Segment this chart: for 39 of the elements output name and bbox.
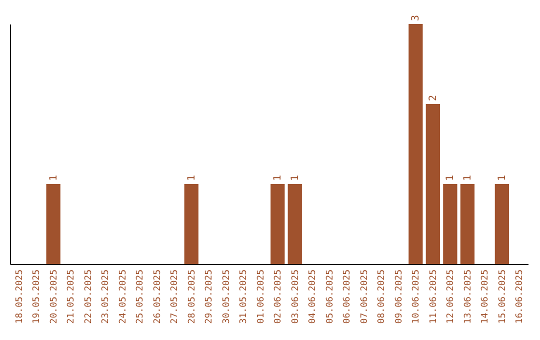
x-tick-label: 02.06.2025 [274,270,284,324]
x-tick-label: 20.05.2025 [49,270,60,324]
data-label: 1 [496,174,508,181]
x-tick-label: 26.05.2025 [152,270,163,324]
x-tick-label: 22.05.2025 [84,270,94,324]
x-tick-label: 03.06.2025 [290,270,301,324]
x-tick-label: 11.06.2025 [428,270,439,324]
x-tick-label: 28.05.2025 [187,270,198,324]
x-tick-label: 27.05.2025 [170,270,180,324]
data-label: 1 [272,174,284,181]
x-tick-label: 23.05.2025 [101,270,112,324]
x-tick-label: 30.05.2025 [222,270,232,324]
x-tick-label: 25.05.2025 [136,270,146,324]
x-tick-label: 12.06.2025 [446,270,456,324]
x-tick-label: 29.05.2025 [204,270,215,324]
data-label: 1 [48,174,60,181]
x-tick-label: 19.05.2025 [32,270,42,324]
x-tick-label: 05.06.2025 [325,270,336,324]
x-tick-label: 01.06.2025 [256,270,266,324]
x-tick-label: 10.06.2025 [412,270,422,324]
x-tick-label: 07.06.2025 [360,270,370,324]
data-label: 1 [445,174,456,181]
x-tick-label: 21.05.2025 [66,270,77,324]
x-tick-label: 09.06.2025 [394,270,404,324]
data-label: 3 [410,14,422,21]
data-label: 2 [428,94,439,101]
data-label: 1 [186,174,198,181]
x-tick-label: 18.05.2025 [14,270,25,324]
x-tick-label: 16.06.2025 [515,270,526,324]
x-tick-label: 13.06.2025 [463,270,474,324]
x-tick-label: 06.06.2025 [342,270,353,324]
x-tick-label: 31.05.2025 [239,270,250,324]
x-tick-label: 15.06.2025 [498,270,508,324]
x-tick-label: 24.05.2025 [118,270,128,324]
data-label: 1 [462,174,474,181]
x-tick-label: 04.06.2025 [308,270,318,324]
x-tick-label: 14.06.2025 [480,270,491,324]
x-tick-label: 08.06.2025 [377,270,388,324]
data-label: 1 [290,174,301,181]
